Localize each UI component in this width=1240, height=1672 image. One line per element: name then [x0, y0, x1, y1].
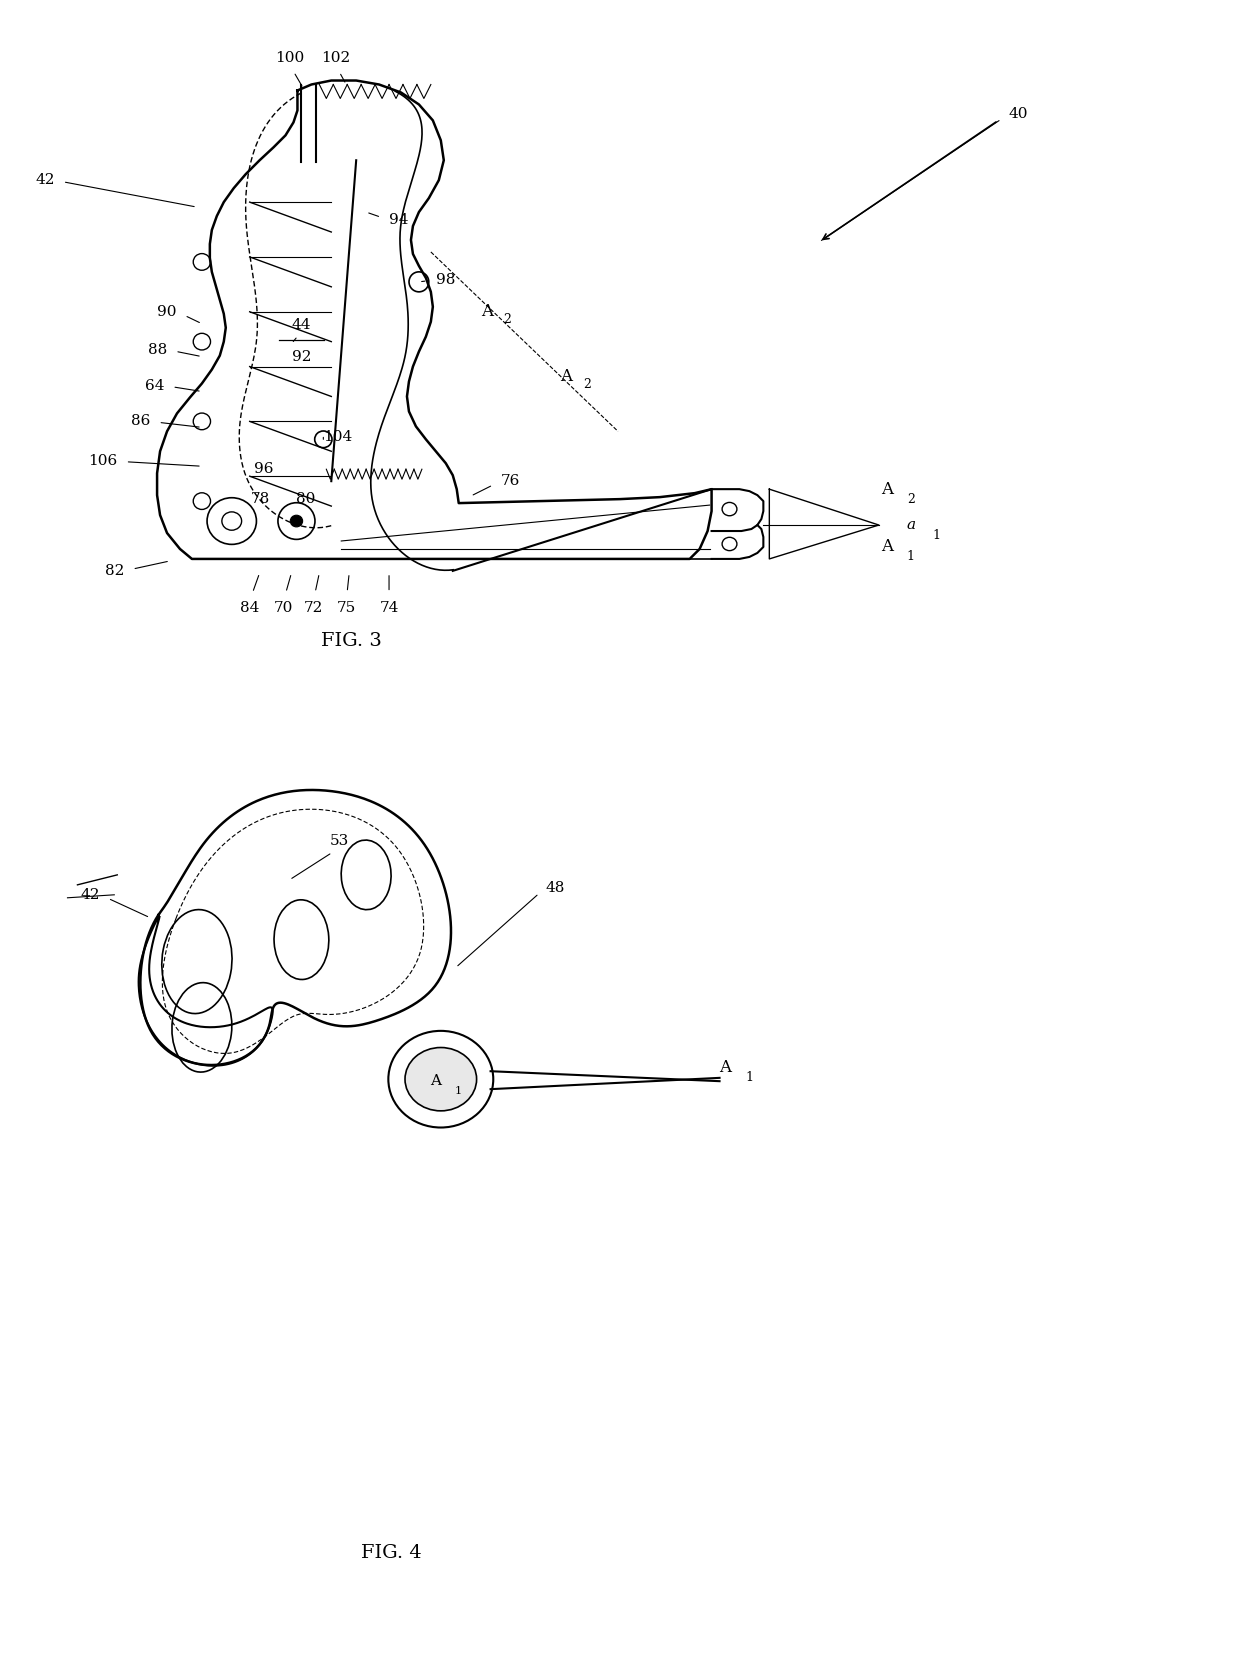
Text: 2: 2 [906, 493, 915, 505]
Text: 90: 90 [157, 304, 177, 319]
Text: 48: 48 [546, 881, 564, 895]
Text: 53: 53 [330, 834, 348, 848]
Text: 96: 96 [254, 461, 274, 477]
Text: 1: 1 [455, 1087, 461, 1097]
Text: 94: 94 [389, 212, 408, 227]
Text: FIG. 4: FIG. 4 [361, 1543, 422, 1562]
Text: 2: 2 [503, 313, 511, 326]
Text: 74: 74 [379, 600, 399, 615]
Text: 84: 84 [241, 600, 259, 615]
Text: 106: 106 [88, 455, 118, 468]
Text: 80: 80 [296, 492, 316, 507]
Text: 70: 70 [274, 600, 293, 615]
Text: 92: 92 [291, 349, 311, 363]
Text: 102: 102 [321, 50, 350, 65]
Text: 1: 1 [932, 528, 941, 542]
Text: 44: 44 [291, 318, 311, 331]
Text: 98: 98 [435, 273, 455, 288]
Text: A: A [719, 1058, 732, 1075]
Text: 75: 75 [336, 600, 356, 615]
Text: 76: 76 [501, 475, 520, 488]
Text: 64: 64 [145, 378, 164, 393]
Text: A: A [560, 368, 573, 385]
Ellipse shape [290, 515, 303, 527]
Text: FIG. 3: FIG. 3 [321, 632, 382, 650]
Ellipse shape [405, 1048, 476, 1110]
Text: 42: 42 [35, 174, 55, 187]
Text: A: A [481, 303, 492, 321]
Text: 40: 40 [1008, 107, 1028, 122]
Text: 72: 72 [304, 600, 324, 615]
Text: 104: 104 [324, 430, 352, 445]
Text: A: A [880, 538, 893, 555]
Text: A: A [430, 1073, 441, 1088]
Text: A: A [880, 480, 893, 498]
Text: 78: 78 [250, 492, 269, 507]
Text: a: a [906, 518, 916, 532]
Text: 100: 100 [275, 50, 304, 65]
Text: 1: 1 [906, 550, 915, 563]
Text: 2: 2 [583, 378, 591, 391]
Text: 42: 42 [81, 888, 100, 901]
Text: 88: 88 [148, 343, 167, 356]
Text: 1: 1 [745, 1070, 754, 1083]
Text: 86: 86 [130, 415, 150, 428]
Text: 82: 82 [105, 563, 124, 579]
